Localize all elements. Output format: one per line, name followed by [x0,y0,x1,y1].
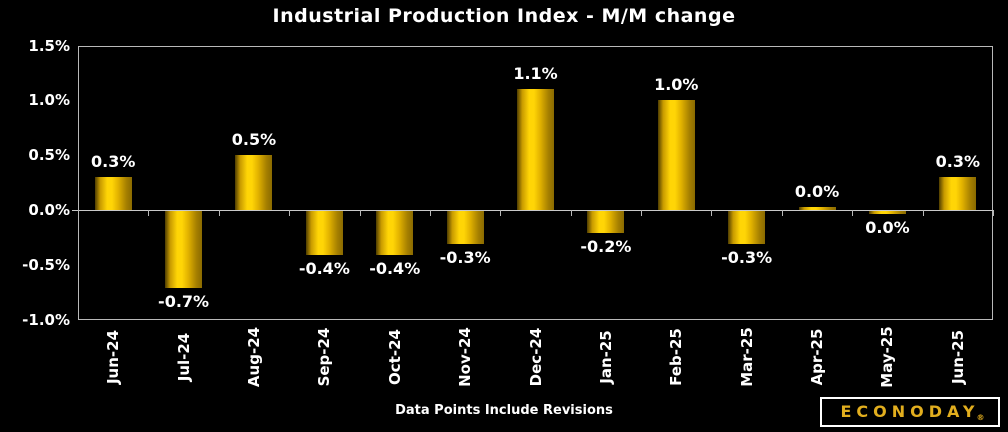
bar-value-label: 0.3% [91,152,136,171]
y-axis-label: -0.5% [22,255,70,274]
bar [235,155,272,210]
x-axis-label: Jun-25 [948,329,967,385]
registered-trademark-icon: ® [976,413,985,422]
bar-value-label: -0.3% [439,248,491,267]
category-tick [500,210,501,216]
x-axis-label: Apr-25 [808,328,827,386]
bar-value-label: -0.7% [158,292,210,311]
bar [728,211,765,244]
bar [95,177,132,210]
x-axis-label: Mar-25 [737,327,756,387]
chart-title: Industrial Production Index - M/M change [272,5,736,27]
x-axis-label: Jun-24 [104,329,123,385]
y-axis-label: 1.0% [28,91,70,110]
x-axis-label: Oct-24 [385,329,404,385]
bar-value-label: -0.4% [298,259,350,278]
y-axis-label: 1.5% [28,36,70,55]
bar [869,211,906,214]
y-axis-label: 0.0% [28,201,70,219]
category-tick [782,210,783,216]
category-tick [641,210,642,216]
zero-line [78,210,993,211]
category-tick [711,210,712,216]
category-tick [289,210,290,216]
bar-value-label: -0.4% [369,259,421,278]
bar-value-label: 0.5% [231,130,277,149]
bar-value-label: 1.0% [654,75,699,94]
bar-value-label: 0.3% [935,152,980,171]
x-axis-label: Nov-24 [456,327,475,387]
bar-value-label: -0.3% [721,248,773,267]
bar [939,177,976,210]
category-tick [78,210,79,216]
econoday-logo-text: ECONODAY [840,402,980,421]
x-axis-label: Dec-24 [526,327,545,387]
bar [658,100,695,210]
bar-value-label: 0.0% [794,182,840,201]
bar-value-label: -0.2% [580,237,632,256]
x-axis-label: Jul-24 [174,332,193,382]
bar [447,211,484,244]
bar [799,207,836,210]
zero-axis-left-tick [72,210,78,211]
category-tick [219,210,220,216]
x-axis-label: Feb-25 [667,328,686,386]
econoday-logo: ECONODAY ® [820,397,1000,427]
footer-note: Data Points Include Revisions [395,403,613,418]
x-axis-label: Jan-25 [596,330,615,384]
x-axis-label: May-25 [878,326,897,388]
y-axis-label: 0.5% [28,146,70,165]
bar [165,211,202,288]
bar-value-label: 0.0% [865,218,910,237]
x-axis-label: Aug-24 [244,326,263,388]
category-tick [923,210,924,216]
category-tick [993,210,994,216]
x-axis-label: Sep-24 [315,327,334,387]
category-tick [148,210,149,216]
plot-area-border [78,46,993,320]
bar-value-label: 1.1% [513,64,558,83]
bar [376,211,413,255]
y-axis-label: -1.0% [22,310,70,329]
category-tick [360,210,361,216]
category-tick [571,210,572,216]
bar [306,211,343,255]
bar [587,211,624,233]
category-tick [430,210,431,216]
category-tick [852,210,853,216]
bar [517,89,554,210]
